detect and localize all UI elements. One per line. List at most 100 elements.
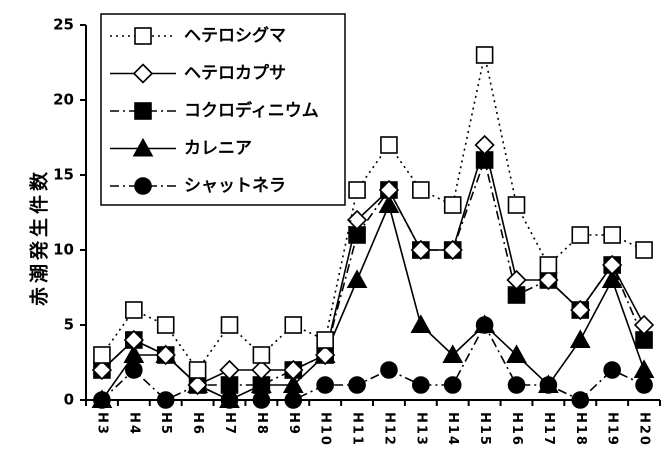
x-tick-label: H18 xyxy=(573,412,588,447)
data-point xyxy=(603,361,621,379)
y-tick-label: 5 xyxy=(64,316,74,334)
data-point xyxy=(539,256,558,274)
x-tick-label: H20 xyxy=(637,412,652,447)
legend-label: コクロディニウム xyxy=(184,100,319,121)
x-tick-label: H15 xyxy=(477,412,492,447)
data-point xyxy=(443,376,462,394)
data-point xyxy=(252,391,271,409)
legend-marker xyxy=(134,177,152,195)
y-axis-title: 赤潮発生件数 xyxy=(28,168,51,306)
data-point xyxy=(251,359,272,381)
data-point xyxy=(507,196,526,214)
data-point xyxy=(602,254,623,276)
data-point xyxy=(410,239,431,261)
data-point xyxy=(188,361,207,379)
data-point xyxy=(633,314,655,336)
data-point xyxy=(571,391,590,409)
series-line xyxy=(101,141,645,386)
x-tick-label: H12 xyxy=(381,412,396,447)
data-point xyxy=(474,314,495,334)
legend-label: シャットネラ xyxy=(184,176,286,196)
data-point xyxy=(348,376,366,394)
x-tick-label: H19 xyxy=(605,412,620,447)
data-point xyxy=(538,374,559,394)
legend-marker xyxy=(132,63,154,84)
data-point xyxy=(346,269,368,289)
y-tick-label: 15 xyxy=(53,166,74,184)
x-tick-label: H7 xyxy=(222,412,237,436)
data-point xyxy=(412,376,430,394)
data-point xyxy=(635,376,653,394)
y-tick-label: 25 xyxy=(53,16,74,34)
x-tick-label: H16 xyxy=(509,412,524,447)
y-tick-label: 10 xyxy=(53,241,74,259)
legend-entry: シャットネラ xyxy=(110,176,286,196)
data-point xyxy=(155,344,176,366)
x-tick-label: H11 xyxy=(350,412,365,447)
x-tick-label: H10 xyxy=(318,412,333,447)
data-point xyxy=(570,299,591,321)
data-point xyxy=(219,359,240,381)
data-point xyxy=(601,269,623,289)
legend-marker xyxy=(134,102,152,120)
data-point xyxy=(506,269,527,291)
data-point xyxy=(283,359,304,381)
series-line xyxy=(101,54,645,372)
legend-label: カレニア xyxy=(184,139,252,159)
legend-label: ヘテロカプサ xyxy=(184,63,286,84)
x-tick-label: H8 xyxy=(254,412,269,436)
data-point xyxy=(410,314,432,334)
series-line xyxy=(101,323,645,401)
data-point xyxy=(91,389,113,409)
data-point xyxy=(282,374,304,394)
data-point xyxy=(442,344,464,364)
data-point xyxy=(442,239,463,261)
data-point xyxy=(571,226,590,244)
y-ticks: 0 5 10 15 20 25 xyxy=(53,16,86,409)
data-point xyxy=(156,316,175,334)
series-4 xyxy=(91,194,655,409)
data-point xyxy=(346,209,368,231)
data-point xyxy=(506,344,527,364)
legend-label: ヘテロシグマ xyxy=(184,25,286,46)
legend-marker xyxy=(134,27,152,45)
data-point xyxy=(187,374,208,396)
data-point xyxy=(91,359,113,381)
x-tick-label: H3 xyxy=(94,412,109,436)
legend-entry: ヘテロカプサ xyxy=(110,63,286,84)
data-point xyxy=(123,344,145,364)
x-ticks: H3 H4 H5 H6 H7 H8 H9 H10 H11 H12 H13 H14 H15 H16 H17 H1… xyxy=(85,400,661,447)
data-point xyxy=(284,391,303,409)
data-point xyxy=(538,269,559,291)
y-tick-label: 20 xyxy=(53,91,74,109)
series-5 xyxy=(93,316,653,409)
data-point xyxy=(475,46,494,64)
data-point xyxy=(633,359,655,379)
data-point xyxy=(507,376,526,394)
data-point xyxy=(219,389,240,409)
x-tick-label: H6 xyxy=(190,412,205,436)
data-point xyxy=(474,134,495,156)
data-point xyxy=(284,316,303,334)
y-tick-label: 0 xyxy=(64,391,74,409)
data-point xyxy=(316,376,334,394)
x-tick-label: H13 xyxy=(413,412,428,447)
data-point xyxy=(380,361,398,379)
legend-entry: ヘテロシグマ xyxy=(110,25,286,46)
series-2 xyxy=(91,134,655,396)
x-tick-label: H5 xyxy=(158,412,173,436)
data-point xyxy=(125,301,143,319)
data-point xyxy=(316,331,334,349)
data-point xyxy=(603,226,621,244)
data-point xyxy=(348,181,366,199)
data-point xyxy=(569,329,591,349)
data-point xyxy=(125,361,143,379)
data-point xyxy=(252,346,271,364)
x-tick-label: H17 xyxy=(541,412,556,447)
series-layer xyxy=(91,46,655,409)
data-point xyxy=(315,344,336,366)
data-point xyxy=(412,181,430,199)
data-point xyxy=(123,329,144,351)
data-point xyxy=(93,346,111,364)
